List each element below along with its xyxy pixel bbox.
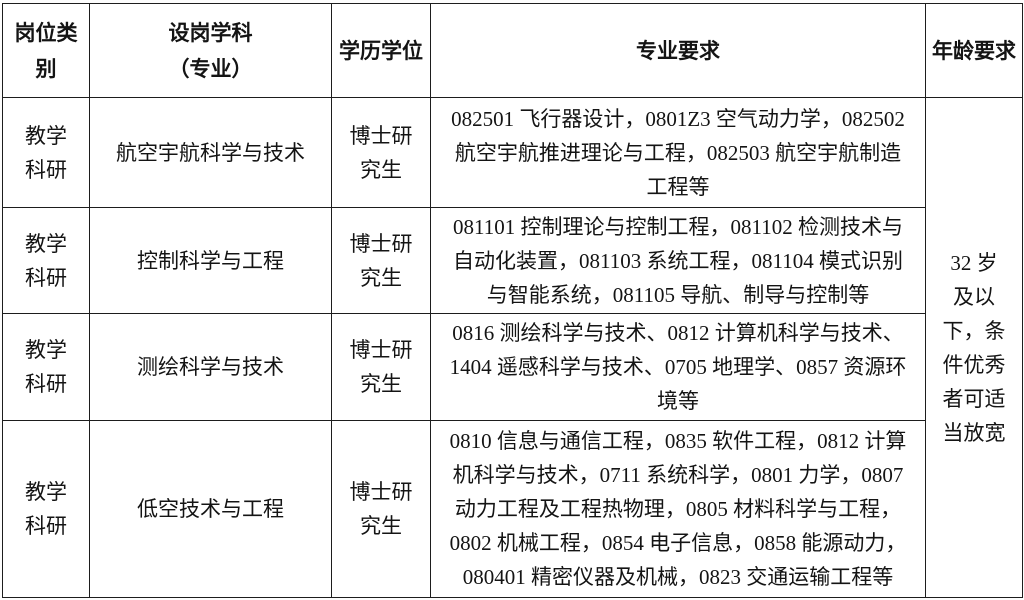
cell-degree: 博士研究生	[331, 97, 431, 208]
table-header-row: 岗位类别 设岗学科 （专业） 学历学位 专业要求 年龄要求	[2, 3, 1023, 98]
cell-discipline: 低空技术与工程	[89, 420, 332, 598]
col-header-age-requirement: 年龄要求	[925, 3, 1023, 98]
cell-degree: 博士研究生	[331, 313, 431, 421]
cell-degree: 博士研究生	[331, 207, 431, 314]
cell-degree: 博士研究生	[331, 420, 431, 598]
cell-position-category: 教学科研	[2, 313, 90, 421]
col-header-degree: 学历学位	[331, 3, 431, 98]
cell-major-requirements: 081101 控制理论与控制工程，081102 检测技术与自动化装置，08110…	[430, 207, 926, 314]
table-row: 教学科研 低空技术与工程 博士研究生 0810 信息与通信工程，0835 软件工…	[2, 420, 1023, 598]
cell-discipline: 控制科学与工程	[89, 207, 332, 314]
col-header-major-requirements: 专业要求	[430, 3, 926, 98]
table-row: 教学科研 航空宇航科学与技术 博士研究生 082501 飞行器设计，0801Z3…	[2, 97, 1023, 598]
table-row: 教学科研 控制科学与工程 博士研究生 081101 控制理论与控制工程，0811…	[2, 207, 1023, 314]
cell-position-category: 教学科研	[2, 97, 90, 208]
cell-discipline: 测绘科学与技术	[89, 313, 332, 421]
cell-major-requirements: 082501 飞行器设计，0801Z3 空气动力学，082502 航空宇航推进理…	[430, 97, 926, 208]
table-row: 教学科研 测绘科学与技术 博士研究生 0816 测绘科学与技术、0812 计算机…	[2, 313, 1023, 421]
cell-position-category: 教学科研	[2, 207, 90, 314]
cell-age-requirement: 32 岁及以下，条件优秀者可适当放宽	[925, 97, 1023, 598]
cell-discipline: 航空宇航科学与技术	[89, 97, 332, 208]
col-header-discipline: 设岗学科 （专业）	[89, 3, 332, 98]
col-header-position-category: 岗位类别	[2, 3, 90, 98]
cell-position-category: 教学科研	[2, 420, 90, 598]
recruitment-positions-table: 岗位类别 设岗学科 （专业） 学历学位 专业要求 年龄要求 教学科研 航空宇航科…	[2, 3, 1023, 598]
cell-major-requirements: 0816 测绘科学与技术、0812 计算机科学与技术、1404 遥感科学与技术、…	[430, 313, 926, 421]
cell-major-requirements: 0810 信息与通信工程，0835 软件工程，0812 计算机科学与技术，071…	[430, 420, 926, 598]
